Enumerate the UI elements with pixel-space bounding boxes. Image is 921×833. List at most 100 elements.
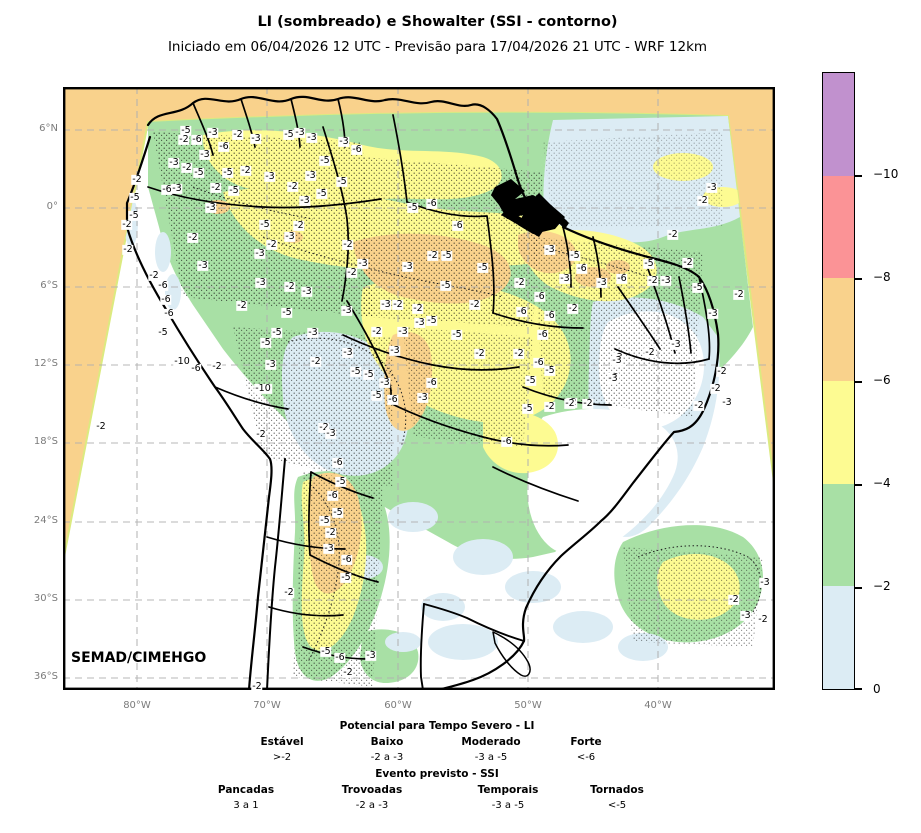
contour-label: -2 [647,274,659,287]
ssi-category-label: Pancadas [217,784,275,796]
contour-label: -5 [544,364,556,377]
contour-label: -2 [210,181,222,194]
contour-label: -2 [181,161,193,174]
contour-label: -2 [412,302,424,315]
contour-label: -2 [513,347,525,360]
y-tick-label: 30°S [33,593,58,604]
contour-label: -3 [611,354,623,367]
contour-label: -5 [129,191,141,204]
contour-label: -2 [266,238,278,251]
contour-label: -2 [131,173,143,186]
contour-label: -5 [692,281,704,294]
x-tick-label: 60°W [384,700,412,711]
contour-label: -2 [514,276,526,289]
contour-label: -6 [616,272,628,285]
contour-label: -2 [728,593,740,606]
contour-label: -2 [287,180,299,193]
contour-label: -2 [582,397,594,410]
y-tick-label: 0° [46,201,58,212]
map-canvas [63,87,775,690]
contour-label: -5 [316,187,328,200]
colorbar-segment [823,586,854,690]
contour-label: -2 [544,400,556,413]
contour-label: -3 [417,391,429,404]
y-tick-label: 24°S [33,515,58,526]
contour-label: -2 [318,421,330,434]
x-tick-label: 80°W [123,700,151,711]
contour-label: -6 [332,456,344,469]
colorbar-segment [823,483,854,587]
contour-label: -2 [310,355,322,368]
contour-label: -2 [255,428,267,441]
contour-label: -6 [544,309,556,322]
contour-label: -6 [426,376,438,389]
contour-label: -5 [371,389,383,402]
contour-label: -3 [342,346,354,359]
contour-label: -3 [250,132,262,145]
colorbar-tick-label: −6 [873,373,891,387]
contour-label: -3 [323,542,335,555]
contour-label: -5 [281,306,293,319]
contour-label: -3 [365,649,377,662]
contour-label: -5 [335,475,347,488]
contour-label: -2 [392,298,404,311]
contour-label: -5 [522,402,534,415]
contour-label: -2 [148,269,160,282]
contour-label: -2 [346,266,358,279]
contour-label: -2 [236,299,248,312]
outside-domain-region [63,87,775,562]
contour-label: -5 [440,279,452,292]
ssi-category-range: -3 a -5 [491,800,525,811]
contour-label: -3 [596,276,608,289]
contour-label: -3 [721,396,733,409]
contour-label: -3 [379,376,391,389]
contour-label: -6 [533,356,545,369]
colorbar-tick [855,587,862,589]
li-category-range: -2 a -3 [370,752,404,763]
contour-label: -3 [607,372,619,385]
ssi-category-label: Temporais [477,784,539,796]
contour-label: -3 [199,148,211,161]
ssi-category-label: Trovoadas [341,784,403,796]
contour-label: -6 [452,219,464,232]
contour-label: -5 [426,314,438,327]
contour-label: -6 [534,290,546,303]
ssi-category-range: 3 a 1 [233,800,259,811]
contour-label: -2 [733,288,745,301]
map-area: -5 -2 -6 -3 -2 -3 -6 -5 -3 -3 -3 -6 -3 -3 -2 -5 -5 -6 -3 -5… [63,87,775,693]
contour-label: -6 [576,262,588,275]
contour-label: -3 [294,126,306,139]
contour-label: -3 [168,156,180,169]
contour-label: -6 [191,133,203,146]
contour-label: -3 [338,135,350,148]
contour-label: -2 [474,347,486,360]
contour-label: -3 [341,304,353,317]
ssi-category-range: -2 a -3 [355,800,389,811]
li-category-range: >-2 [272,752,292,763]
contour-label: -3 [305,169,317,182]
contour-label: -2 [427,249,439,262]
contour-label: -2 [342,666,354,679]
y-tick-label: 6°S [40,280,58,291]
amazon-river-mouth [491,179,569,237]
contour-label: -5 [128,209,140,222]
contour-label: -3 [740,609,752,622]
contour-label: -3 [197,259,209,272]
li-category-label: Estável [260,736,304,748]
contour-label: -3 [284,230,296,243]
colorbar-segment [823,381,854,484]
contour-label: -6 [387,393,399,406]
contour-label: -3 [325,427,337,440]
contour-label: -5 [193,166,205,179]
contour-label: -5 [407,201,419,214]
colorbar-tick-label: −2 [873,579,891,593]
chart-subtitle: Iniciado em 06/04/2026 12 UTC - Previsão… [167,39,708,55]
contour-label: -6 [190,362,202,375]
ssi-category-range: <-5 [607,800,627,811]
colorbar-tick [855,688,862,691]
contour-label: -3 [357,257,369,270]
contour-label: -3 [171,182,183,195]
contour-label: -3 [207,126,219,139]
contour-label: -3 [559,272,571,285]
contour-label: -3 [402,260,414,273]
